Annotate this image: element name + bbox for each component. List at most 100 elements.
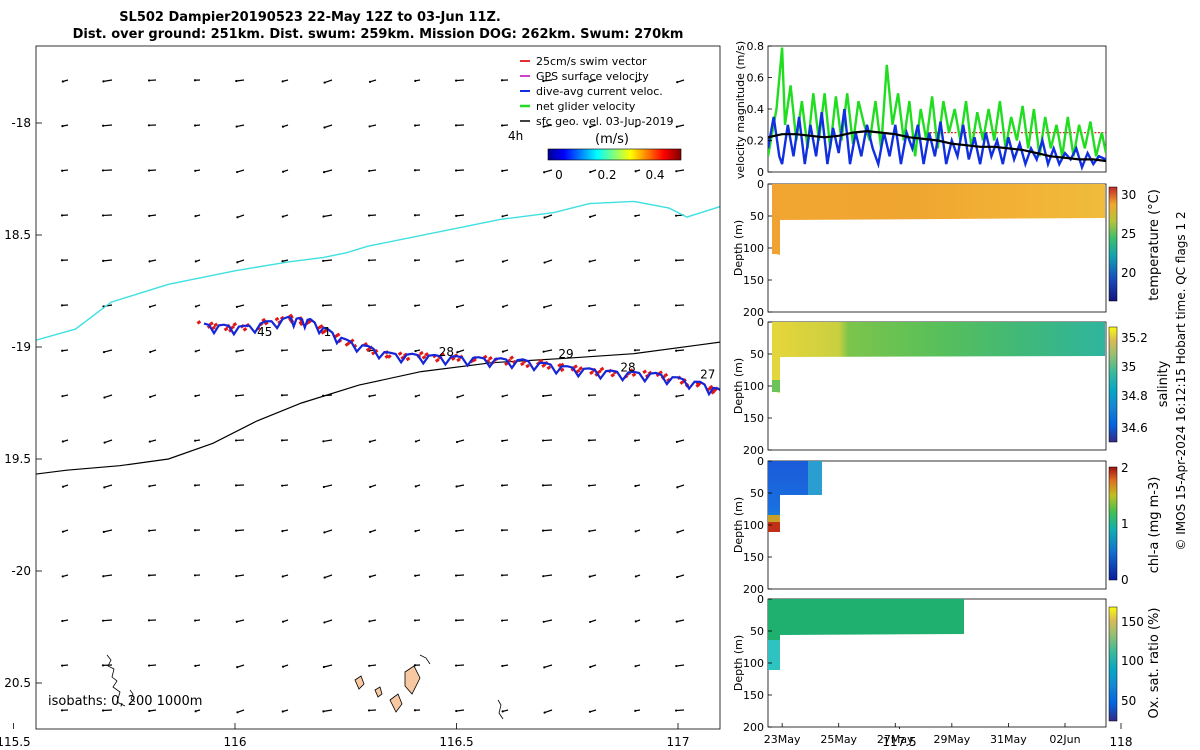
swim-vector — [575, 368, 581, 374]
sfc-vector-head — [280, 349, 284, 352]
sfc-vector — [103, 349, 113, 353]
sfc-vector-head — [149, 395, 152, 399]
sfc-vector — [323, 709, 333, 712]
sfc-vector-head — [235, 529, 238, 532]
map-xtick-label: 117.5 — [882, 735, 916, 749]
sfc-vector-head — [500, 79, 504, 82]
temperature-cb-tick-2: 30 — [1121, 188, 1136, 202]
swim-vector — [520, 361, 525, 367]
sfc-vector-head — [634, 214, 637, 218]
sfc-vector — [456, 439, 465, 443]
sfc-vector — [323, 259, 333, 262]
sfc-vector-head — [147, 574, 151, 577]
sfc-vector — [676, 169, 685, 172]
sfc-vector-head — [634, 484, 637, 488]
depth-ytick-label: 150 — [743, 551, 764, 564]
sfc-vector-head — [236, 216, 239, 219]
sfc-vector-head — [634, 575, 637, 578]
sfc-vector — [236, 169, 245, 173]
depth-ytick-label: 100 — [743, 519, 764, 532]
sfc-vector-head — [455, 305, 459, 309]
map-y-axis-ticks: -18 18.5 -19 19.5 -20 20.5 — [4, 116, 42, 690]
swim-vector — [541, 363, 546, 368]
sfc-vector-head — [674, 709, 678, 712]
sfc-vector-head — [588, 304, 591, 308]
sfc-vector-head — [148, 305, 152, 308]
map-legend: 25cm/s swim vector GPS surface velocity … — [520, 55, 673, 128]
sfc-vector — [543, 574, 553, 577]
sfc-vector — [676, 394, 685, 397]
swim-vector — [450, 356, 456, 361]
footer-credit: © IMOS 15-Apr-2024 16:12:15 Hobart time.… — [1174, 211, 1188, 550]
sfc-vector-head — [148, 440, 151, 443]
surface-velocity-vector-field — [60, 79, 685, 714]
sfc-vector-head — [193, 79, 197, 82]
sfc-vector — [543, 394, 553, 397]
swim-vector — [509, 355, 515, 361]
sfc-vector-head — [194, 350, 197, 353]
salinity-cb-tick-0: 34.6 — [1121, 421, 1148, 435]
sfc-vector-head — [281, 80, 284, 83]
sfc-vector-head — [500, 484, 504, 487]
sfc-vector — [543, 124, 553, 128]
sfc-vector — [456, 529, 465, 532]
sfc-vector — [456, 259, 465, 263]
sfc-vector-head — [634, 439, 637, 442]
sfc-vector-head — [102, 350, 106, 354]
sfc-vector — [103, 709, 113, 712]
sfc-vector — [456, 709, 465, 712]
sfc-vector — [543, 349, 553, 353]
sfc-vector-head — [369, 530, 372, 534]
sfc-vector — [149, 529, 157, 532]
sfc-vector-head — [235, 575, 238, 578]
swim-vector — [829, 453, 832, 455]
swim-vector — [397, 351, 403, 356]
swim-vector — [440, 352, 445, 357]
sfc-vector-head — [589, 215, 592, 218]
sfc-vector-head — [235, 394, 238, 397]
sfc-vector-head — [61, 440, 64, 443]
swim-vector — [213, 322, 219, 328]
salinity-y-label: Depth (m) — [732, 358, 745, 414]
map-ytick-label: -18 — [11, 116, 31, 130]
sfc-vector-head — [634, 170, 637, 173]
swim-vector — [828, 455, 831, 457]
legend-sfc: sfc geo. vel. 03-Jun-2019 — [536, 115, 673, 128]
sfc-vector-head — [500, 124, 504, 127]
sfc-vector-head — [281, 125, 285, 128]
swim-vector — [488, 356, 493, 361]
swim-vector — [754, 409, 757, 411]
time-xtick-label: 31May — [990, 733, 1027, 746]
temperature-y-ticks: 0 50 100 150 200 — [743, 178, 772, 319]
temperature-cb-label: temperature (°C) — [1147, 189, 1162, 301]
sfc-vector — [677, 484, 685, 488]
sfc-vector-head — [414, 529, 417, 533]
swim-vector — [830, 459, 833, 461]
swim-vector — [307, 319, 312, 324]
sfc-vector — [543, 79, 553, 82]
sfc-vector — [676, 664, 685, 667]
depth-ytick-label: 150 — [743, 689, 764, 702]
sfc-vector — [456, 304, 465, 308]
depth-ytick-label: 0 — [757, 316, 764, 329]
chla-cb-tick-1: 1 — [1121, 517, 1129, 531]
depth-ytick-label: 0 — [757, 455, 764, 468]
sfc-vector — [324, 529, 333, 533]
chla-cb-tick-0: 0 — [1121, 573, 1129, 587]
depth-ytick-label: 100 — [743, 242, 764, 255]
sfc-vector-head — [148, 485, 151, 488]
sfc-vector-head — [414, 124, 417, 127]
legend-gps: GPS surface velocity — [536, 70, 649, 83]
time-xtick-label: 25May — [820, 733, 857, 746]
time-xtick-label: 29May — [933, 733, 970, 746]
sfc-vector-head — [414, 79, 417, 82]
sfc-vector — [237, 214, 245, 218]
map-cb-tick-0: 0 — [555, 168, 563, 182]
velocity-y-axis-ticks: 0 0.2 0.4 0.6 0.8 — [747, 40, 772, 179]
salinity-cb-label: salinity — [1156, 360, 1171, 407]
chla-panel: 0 50 100 150 200 Depth (m) 0 1 2 chl-a (mg m… — [732, 455, 1162, 596]
salinity-panel: 0 50 100 150 200 Depth (m) 34.6 34.8 35 35.2… — [732, 316, 1171, 457]
sfc-vector — [103, 79, 113, 82]
sfc-vector-head — [147, 169, 151, 172]
swim-vector — [242, 327, 248, 332]
